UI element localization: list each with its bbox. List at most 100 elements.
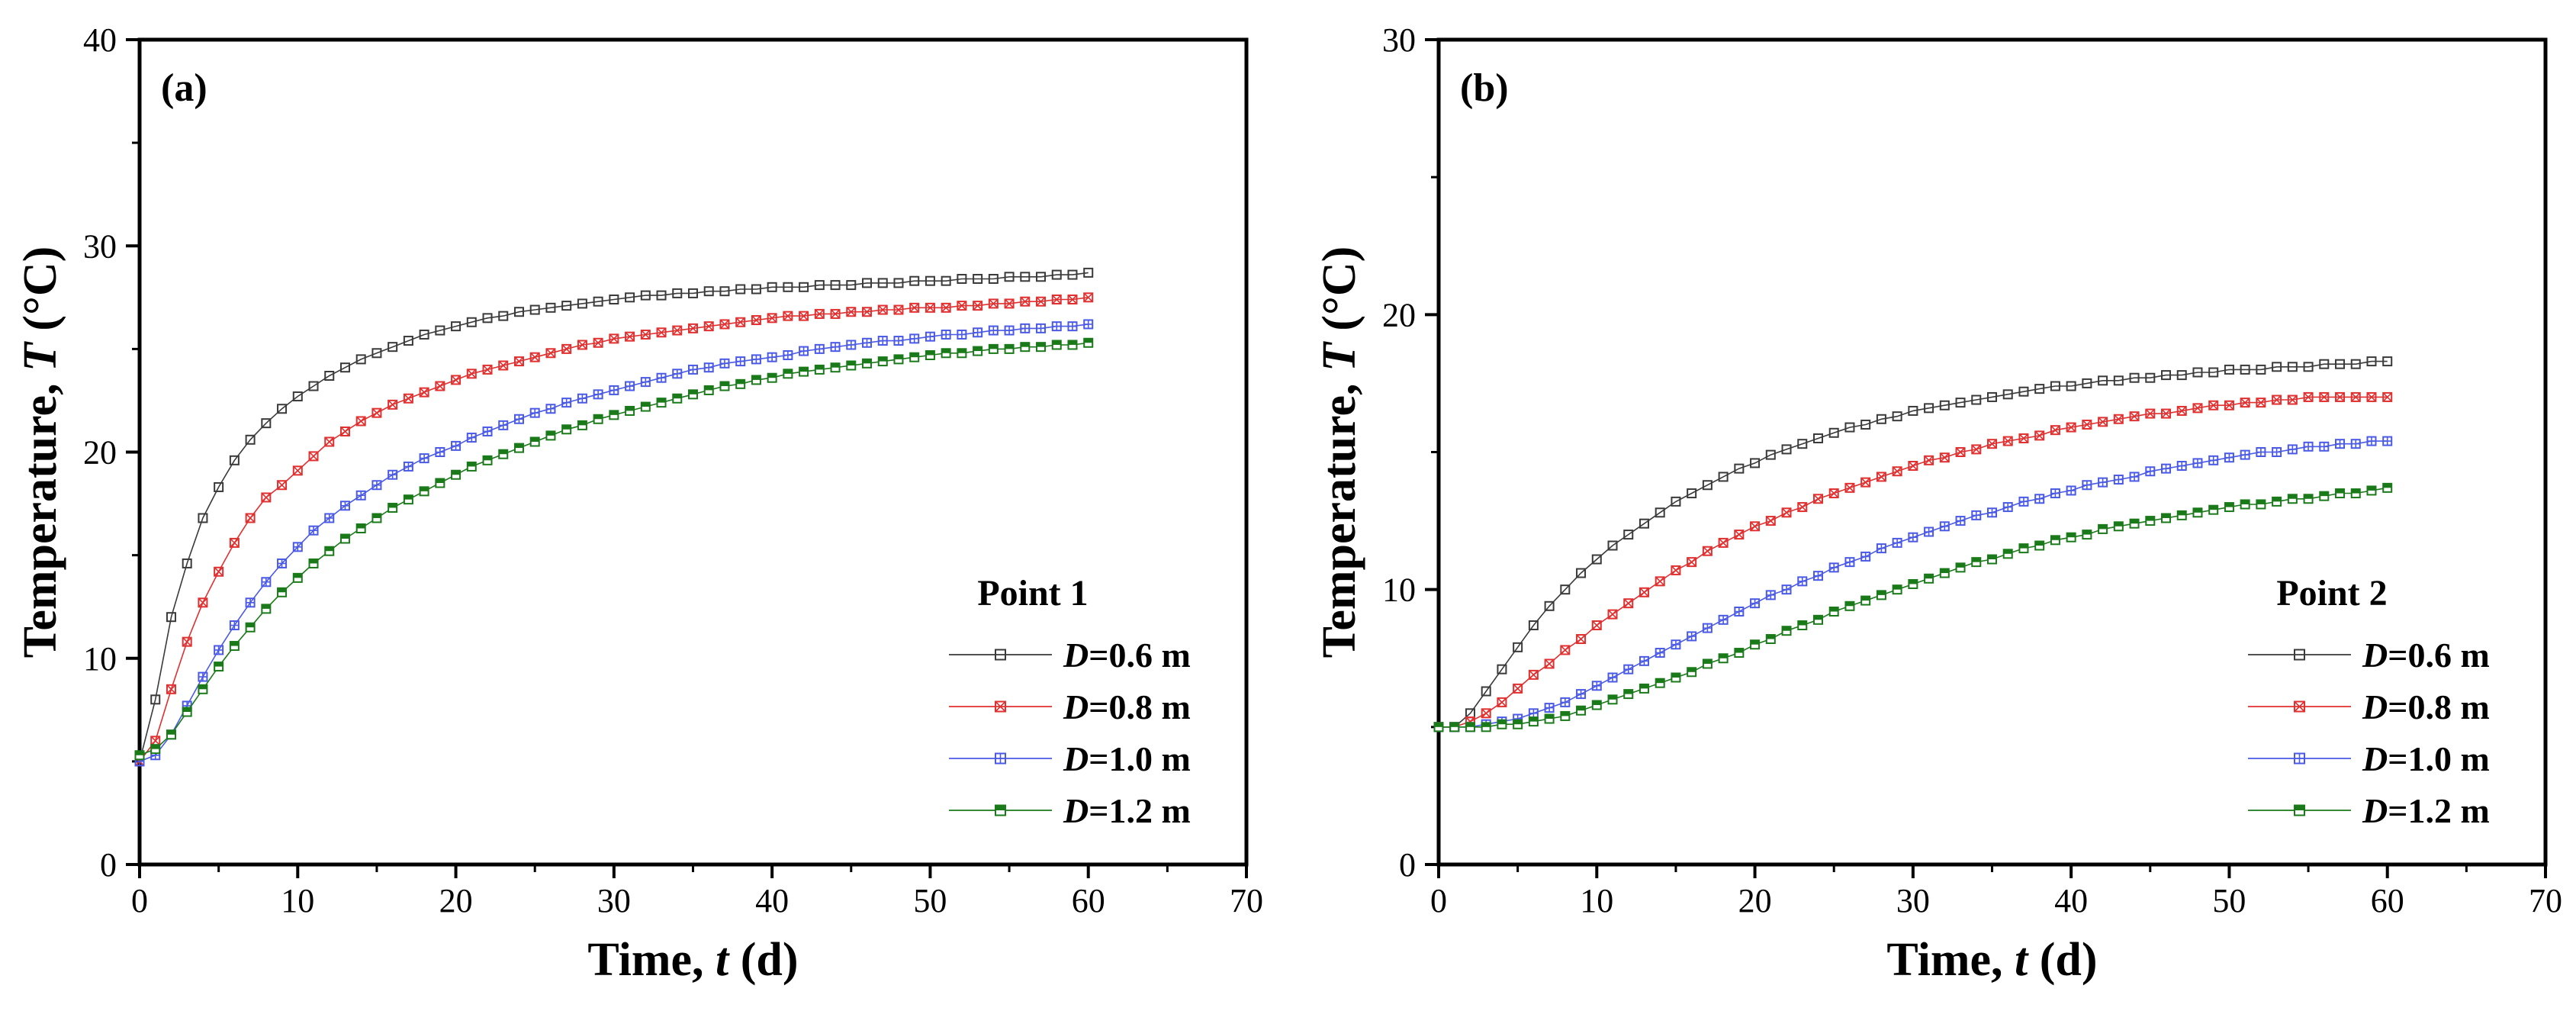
data-point	[909, 333, 920, 344]
data-point	[1971, 510, 1982, 520]
marker-fill	[894, 355, 903, 359]
marker-x	[593, 338, 603, 348]
marker-fill	[1687, 668, 1696, 672]
data-point	[261, 492, 272, 503]
data-point	[862, 358, 873, 369]
marker-plus	[2130, 472, 2139, 481]
data-point	[308, 558, 319, 568]
marker-fill	[1450, 723, 1459, 727]
data-point	[2319, 391, 2330, 402]
marker-x	[1052, 295, 1062, 304]
data-point	[1765, 449, 1776, 460]
data-point	[1924, 403, 1934, 414]
data-point	[1781, 584, 1792, 595]
data-point	[2129, 472, 2140, 482]
marker-fill	[2019, 544, 2028, 549]
y-axis-title-unit: (°C)	[1314, 246, 1365, 343]
marker-x	[862, 307, 872, 317]
marker-box	[1036, 272, 1047, 282]
marker-plus	[1813, 572, 1822, 581]
series-line	[139, 297, 1089, 762]
marker-box	[292, 465, 303, 476]
data-point	[2113, 375, 2124, 386]
marker-x	[735, 317, 745, 327]
data-point	[150, 744, 161, 755]
marker-plus	[1972, 510, 1981, 520]
data-point	[2208, 367, 2219, 378]
data-point	[1513, 719, 1523, 729]
data-point	[830, 308, 841, 319]
x-axis-title-var: t	[2015, 934, 2029, 986]
marker-fill	[1925, 574, 1934, 579]
data-point	[2366, 356, 2377, 367]
marker-fill	[2367, 486, 2376, 491]
marker-x	[2272, 394, 2282, 405]
data-point	[846, 360, 857, 371]
data-point	[482, 455, 493, 465]
marker-plus	[1893, 538, 1902, 547]
data-point	[2050, 535, 2060, 546]
marker-x	[1083, 292, 1093, 302]
marker-box	[2066, 381, 2076, 391]
data-point	[1955, 516, 1966, 526]
marker-box	[355, 416, 366, 427]
data-point	[593, 337, 603, 348]
data-point	[2350, 359, 2361, 369]
marker-plus	[2304, 442, 2313, 451]
data-point	[2018, 543, 2029, 554]
legend-entry: D=0.6 m	[949, 636, 1191, 675]
marker-fill	[1545, 714, 1554, 720]
marker-box	[435, 381, 445, 391]
data-point	[513, 443, 524, 453]
marker-fill	[1751, 640, 1760, 645]
data-point	[1781, 444, 1792, 455]
marker-plus	[1782, 585, 1791, 594]
data-point	[451, 469, 461, 480]
y-axis-title-var: T	[1314, 341, 1365, 372]
marker-plus	[673, 369, 682, 378]
marker-plus	[2066, 486, 2076, 495]
marker-box	[767, 282, 777, 292]
data-point	[1812, 494, 1823, 504]
y-tick-label: 0	[100, 846, 117, 884]
legend-value: =0.6 m	[1089, 636, 1191, 675]
data-point	[292, 391, 303, 402]
marker-box	[973, 301, 983, 311]
data-point	[783, 369, 793, 379]
marker-box	[182, 558, 192, 568]
data-point	[1083, 292, 1094, 303]
data-point	[1655, 576, 1665, 587]
data-point	[1591, 554, 1602, 565]
marker-box	[1671, 496, 1681, 507]
data-point	[2350, 391, 2361, 402]
series-d-0-6-m	[134, 267, 1094, 767]
marker-box	[371, 348, 382, 359]
data-point	[324, 436, 335, 447]
marker-box	[1734, 530, 1745, 540]
legend-var: D	[2362, 636, 2388, 675]
marker-box	[783, 282, 793, 292]
data-point	[1734, 530, 1745, 540]
data-point	[751, 354, 761, 365]
marker-x	[2177, 406, 2187, 416]
marker-fill	[878, 357, 887, 362]
data-point	[2240, 449, 2250, 460]
marker-box	[466, 317, 477, 327]
marker-plus	[1703, 623, 1712, 633]
marker-x	[1877, 472, 1886, 481]
data-point	[355, 416, 366, 427]
marker-plus	[751, 355, 761, 364]
marker-box	[1702, 546, 1713, 556]
data-point	[2350, 439, 2361, 449]
data-point	[973, 301, 983, 311]
marker-x	[2382, 392, 2392, 402]
chart-panel-b: 0 10 20 30 40 50 60 70 0 10 20 30 Time, t (d) Tempera…	[1314, 21, 2562, 986]
marker-plus	[1766, 591, 1775, 600]
data-point	[1971, 444, 1982, 455]
marker-box	[2129, 411, 2140, 422]
marker-fill	[483, 456, 492, 461]
x-axis: 0 10 20 30 40 50 60 70	[131, 865, 1263, 919]
data-point	[1544, 600, 1555, 611]
marker-box	[2335, 359, 2346, 369]
marker-box	[1797, 439, 1808, 449]
